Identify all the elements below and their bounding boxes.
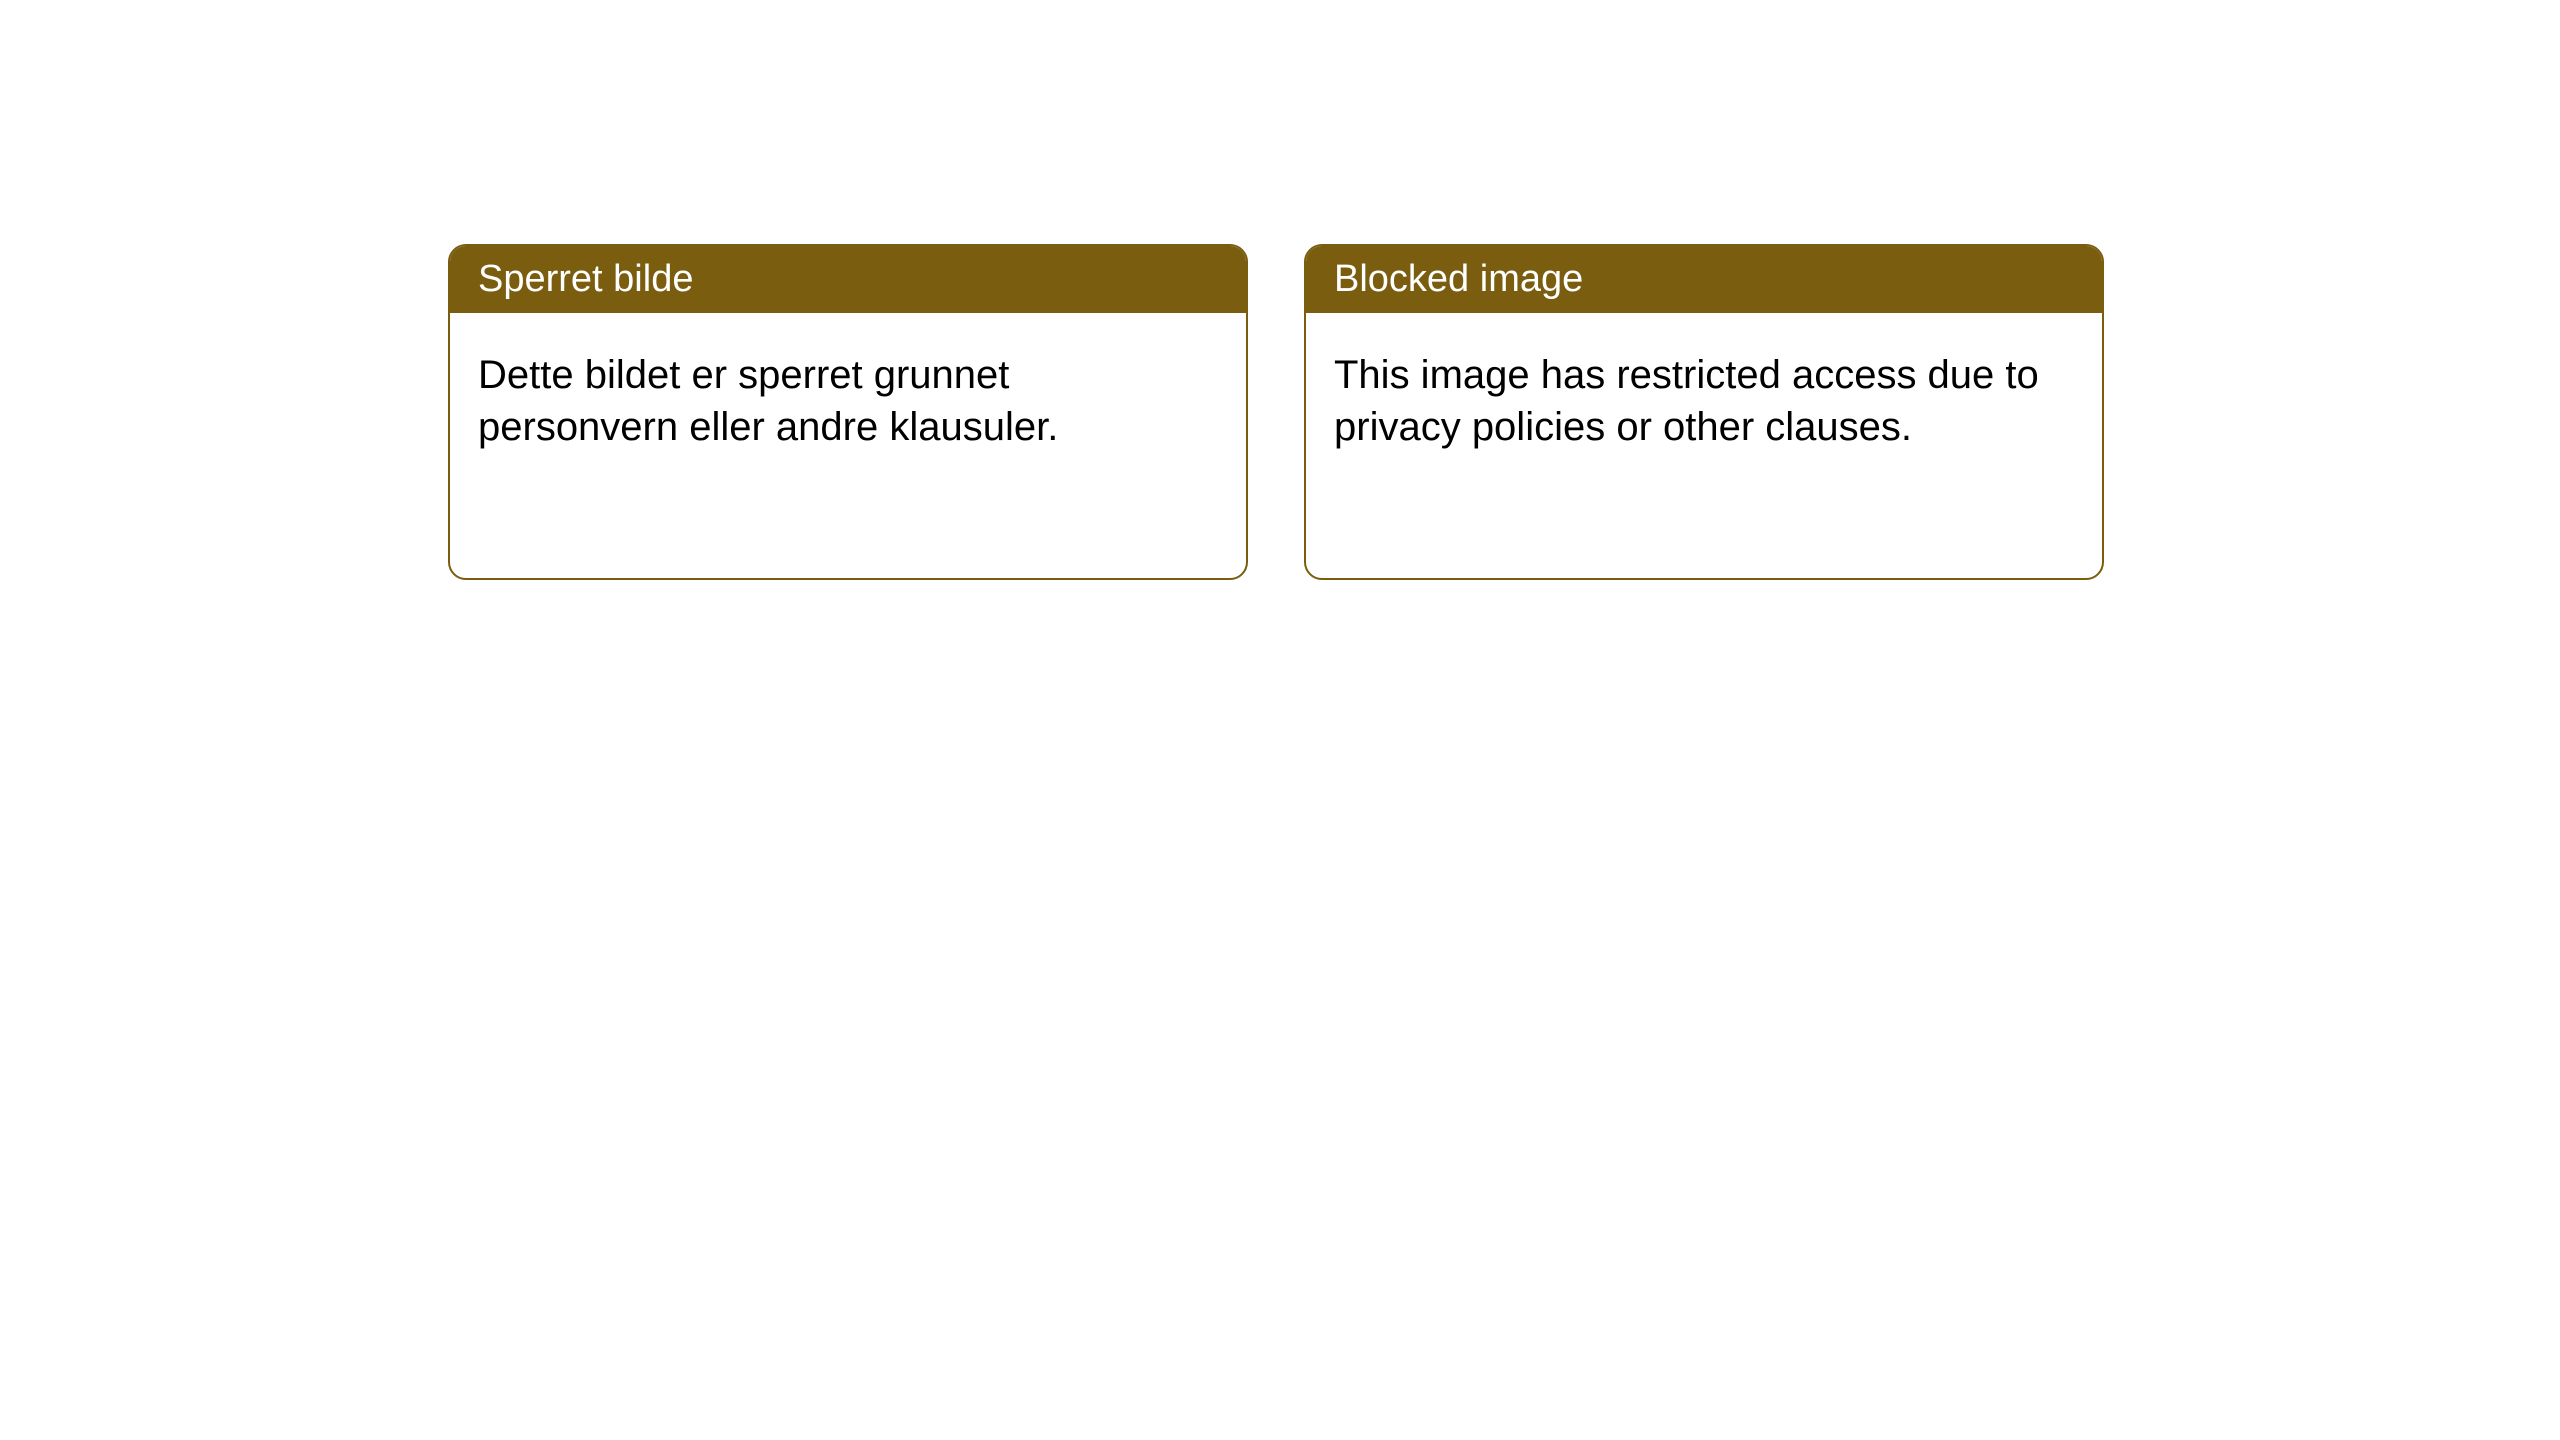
notice-title-norwegian: Sperret bilde <box>450 246 1246 313</box>
notice-body-norwegian: Dette bildet er sperret grunnet personve… <box>450 313 1246 489</box>
notice-card-english: Blocked image This image has restricted … <box>1304 244 2104 580</box>
notice-card-norwegian: Sperret bilde Dette bildet er sperret gr… <box>448 244 1248 580</box>
notice-title-english: Blocked image <box>1306 246 2102 313</box>
notice-container: Sperret bilde Dette bildet er sperret gr… <box>448 244 2104 580</box>
notice-body-english: This image has restricted access due to … <box>1306 313 2102 489</box>
